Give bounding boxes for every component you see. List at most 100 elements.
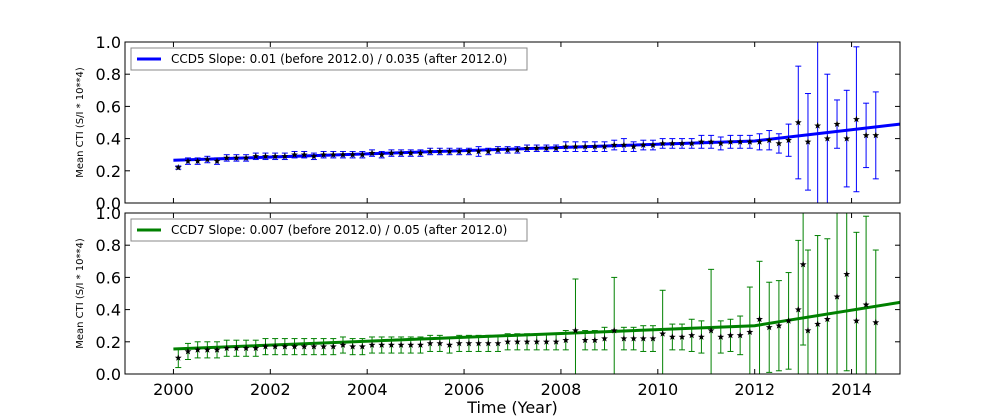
ccd5-data-point (358, 151, 366, 158)
ccd7-data-point (872, 318, 880, 326)
ccd7-data-point (581, 336, 589, 344)
ccd5-legend-label: CCD5 Slope: 0.01 (before 2012.0) / 0.035… (171, 52, 507, 66)
ccd7-fit-line (173, 300, 901, 351)
ccd5-data-point (814, 122, 822, 129)
ccd5-fit-line (173, 122, 901, 162)
ccd5-legend-box (130, 47, 528, 71)
ccd5-data-point (397, 149, 405, 156)
ccd5-data-point (581, 143, 589, 150)
ccd7-data-point (242, 344, 250, 352)
ccd5-y-tick-label: 0.6 (96, 97, 121, 116)
ccd7-data-point (756, 315, 763, 323)
ccd7-data-point (765, 323, 773, 331)
ccd7-data-point (833, 293, 841, 300)
ccd7-data-point (203, 346, 211, 353)
ccd7-data-point (668, 333, 676, 340)
ccd5-data-point (727, 138, 734, 145)
ccd5-legend: CCD5 Slope: 0.01 (before 2012.0) / 0.035… (130, 47, 528, 71)
ccd7-data-point (426, 339, 434, 347)
ccd5-data-point (833, 120, 841, 128)
ccd5-data-point (349, 151, 357, 158)
ccd7-x-tick-label: 2014 (831, 380, 872, 399)
ccd5-data-point (610, 141, 618, 148)
ccd7-data-point (484, 339, 492, 347)
ccd5-data-point (262, 152, 269, 160)
ccd5-data-point (252, 152, 260, 160)
ccd7-x-tick-label: 2012 (734, 380, 775, 399)
ccd7-data-point (504, 338, 512, 345)
ccd7-data-point (339, 341, 347, 348)
ccd7-data-point (194, 346, 202, 353)
ccd5-y-tick-label: 1.0 (96, 33, 121, 52)
ccd5-data-point (271, 152, 279, 160)
ccd5-data-point (242, 154, 250, 161)
ccd5-data-point (688, 139, 696, 147)
ccd7-data-point (630, 334, 638, 342)
ccd5-data-point (513, 146, 521, 153)
ccd7-data-point (707, 326, 715, 334)
ccd5-data-point (717, 139, 725, 147)
ccd5-data-point (213, 157, 221, 165)
ccd7-data-point (610, 326, 618, 334)
ccd5-data-point (591, 143, 599, 150)
ccd7-data-point (417, 341, 424, 348)
ccd7-data-point (717, 333, 725, 340)
ccd7-series (173, 213, 901, 374)
ccd7-data-point (659, 330, 667, 337)
ccd5-data-point (562, 143, 570, 150)
x-axis-label: Time (Year) (466, 398, 558, 416)
ccd5-data-point (184, 157, 192, 165)
ccd5-data-point (601, 143, 608, 150)
ccd7-data-point (407, 341, 415, 348)
ccd5-data-point (852, 115, 860, 123)
ccd7-y-tick-label: 0.8 (96, 236, 121, 255)
ccd7-data-point (523, 338, 531, 345)
ccd7-data-point (572, 326, 579, 334)
ccd7-panel: 0.0 0.2 0.4 0.6 0.8 1.0 2000 2002 2004 2006 2008 20… (75, 204, 901, 416)
ccd5-data-point (475, 147, 483, 155)
ccd7-data-point (455, 339, 463, 347)
ccd7-data-point (494, 339, 502, 347)
ccd5-data-point (320, 151, 328, 158)
ccd7-data-point (843, 270, 851, 278)
ccd5-data-point (746, 138, 754, 145)
ccd7-data-point (639, 334, 647, 342)
ccd5-data-point (484, 147, 492, 155)
ccd5-data-point (542, 144, 550, 152)
ccd7-legend-label: CCD7 Slope: 0.007 (before 2012.0) / 0.05… (171, 223, 507, 237)
ccd5-data-point (174, 163, 182, 171)
ccd7-x-tick-label: 2004 (347, 380, 388, 399)
ccd5-data-point (620, 141, 628, 148)
ccd5-data-point (494, 146, 502, 153)
ccd7-y-tick-label: 0.6 (96, 268, 121, 287)
ccd5-data-point (775, 139, 783, 147)
ccd7-data-point (358, 343, 366, 350)
ccd5-data-point (291, 151, 298, 158)
ccd7-y-tick-label: 1.0 (96, 204, 121, 223)
ccd5-data-point (407, 149, 415, 156)
ccd7-data-point (775, 322, 783, 329)
ccd5-data-point (203, 155, 211, 163)
ccd7-data-point (862, 301, 870, 308)
ccd7-data-point (232, 344, 240, 352)
ccd7-data-point (814, 320, 822, 327)
ccd5-data-point (446, 147, 453, 155)
ccd7-data-point (300, 343, 308, 350)
ccd5-data-point (736, 138, 744, 145)
ccd5-ticks: 0.0 0.2 0.4 0.6 0.8 1.0 (96, 33, 900, 213)
ccd7-data-point (620, 334, 628, 342)
ccd5-data-point (552, 144, 560, 152)
ccd5-data-point (232, 154, 240, 161)
ccd7-x-tick-label: 2008 (541, 380, 582, 399)
ccd5-data-point (862, 131, 870, 139)
ccd7-x-tick-label: 2000 (153, 380, 194, 399)
ccd7-data-point (262, 343, 269, 350)
ccd5-data-point (639, 141, 647, 148)
ccd7-data-point (785, 317, 793, 324)
ccd7-y-tick-label: 0.4 (96, 301, 121, 320)
ccd7-legend-box (130, 218, 528, 242)
ccd5-data-point (765, 136, 773, 144)
ccd5-data-point (523, 144, 531, 152)
ccd7-data-point (794, 306, 802, 313)
